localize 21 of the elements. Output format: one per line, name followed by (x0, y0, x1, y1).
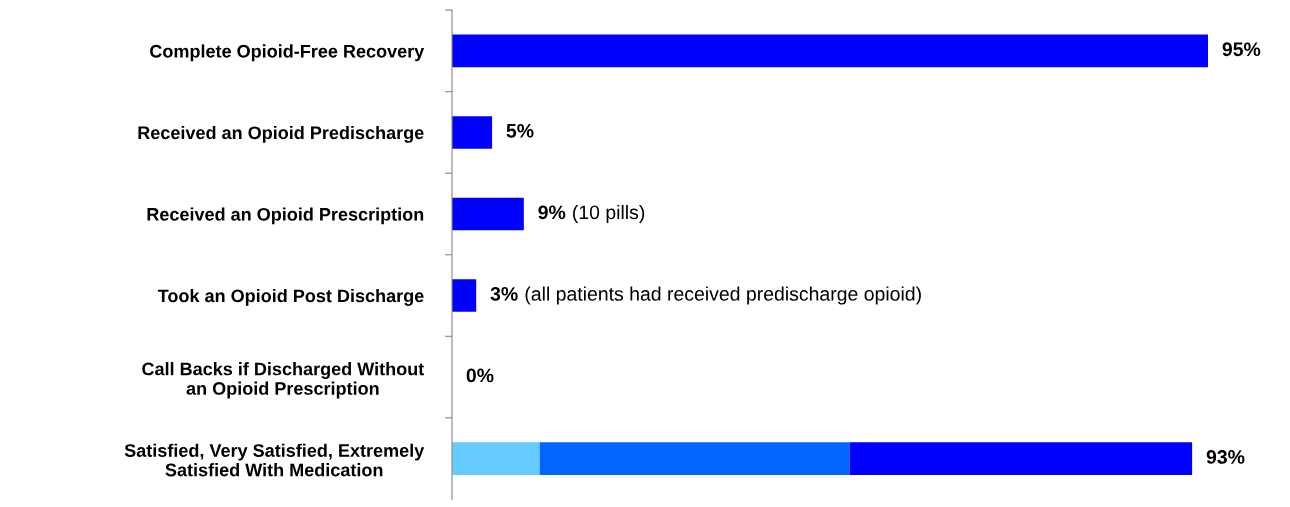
annotation: 0% (466, 368, 494, 383)
bar (452, 34, 1208, 68)
y-tick-label: Call Backs if Discharged Without an Opioid Prescription (142, 362, 425, 399)
y-tick-label: Took an Opioid Post Discharge (157, 289, 424, 306)
bar (539, 442, 850, 475)
y-tick-label: Complete Opioid-Free Recovery (150, 44, 425, 62)
annotation: (10 pills) (573, 204, 645, 224)
annotation: (all patients had received predischarge opioid) (525, 286, 921, 305)
annotation: 9% (538, 205, 566, 220)
bar (849, 442, 1193, 475)
bar (452, 279, 477, 312)
bar (452, 116, 493, 149)
bar (452, 197, 524, 231)
y-tick-label: Satisfied, Very Satisfied, Extremely Satisfied With Medication (124, 443, 425, 477)
annotation: 93% (1206, 450, 1245, 464)
annotation: 95% (1222, 42, 1261, 57)
annotation: 3% (490, 286, 518, 301)
bar (452, 442, 540, 475)
y-tick-label: Received an Opioid Prescription (147, 207, 424, 225)
annotation: 5% (506, 123, 534, 138)
y-tick-label: Received an Opioid Predischarge (138, 125, 424, 143)
